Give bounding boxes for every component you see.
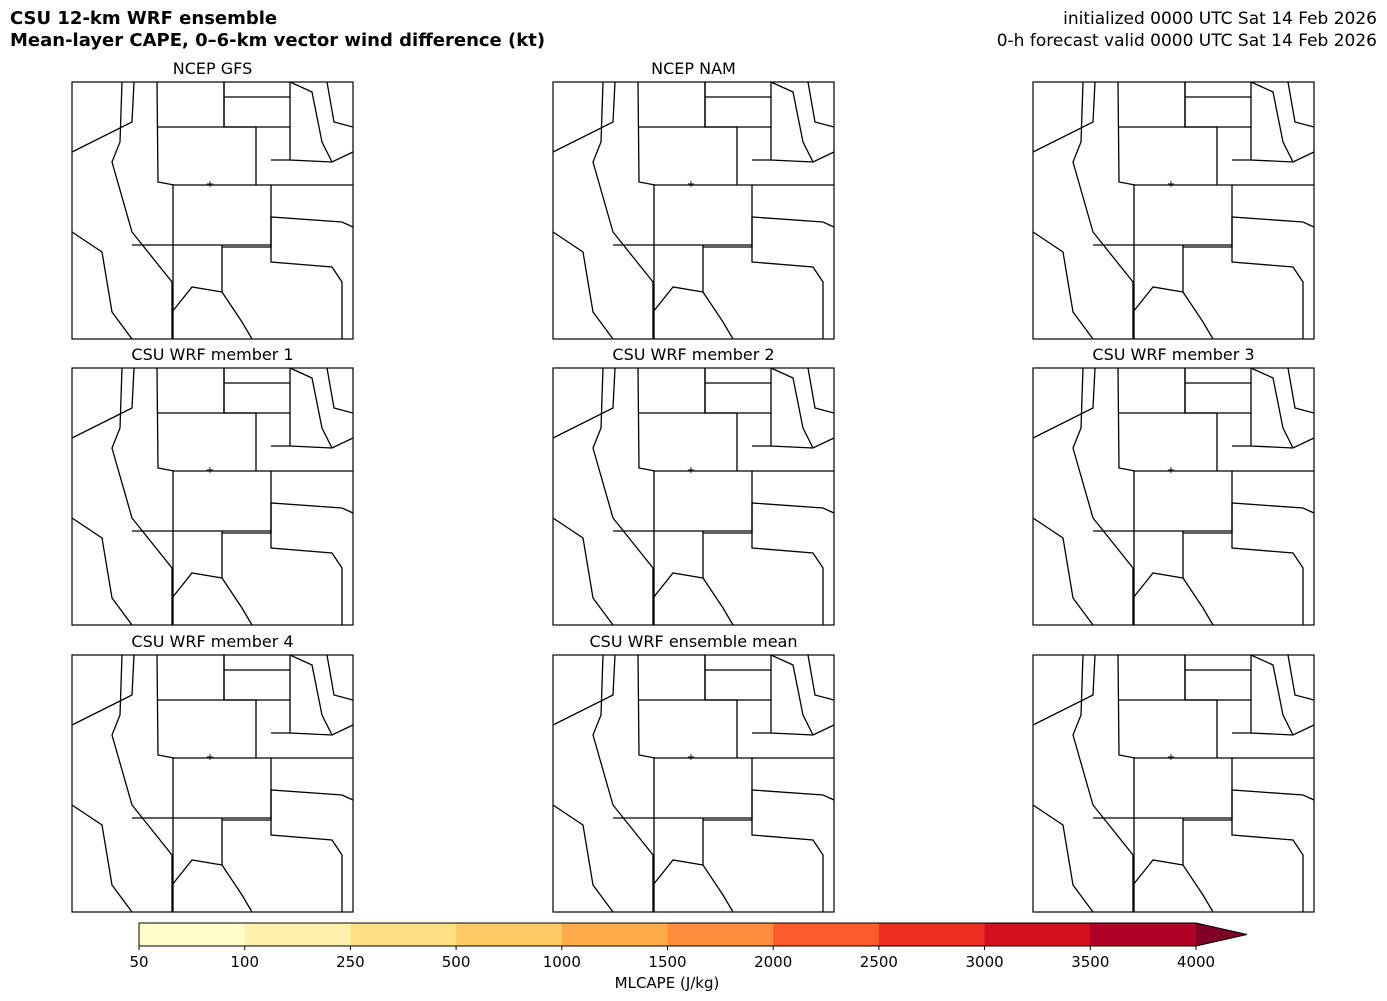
colorbar-segment — [984, 923, 1091, 946]
colorbar-tick-label: 1500 — [648, 953, 686, 971]
map-outline — [72, 82, 353, 339]
colorbar-segment — [773, 923, 880, 946]
colorbar-tick-label: 1000 — [543, 953, 581, 971]
panel-title: CSU WRF member 3 — [1092, 345, 1254, 364]
colorbar-segment — [1090, 923, 1197, 946]
panel-frame — [1032, 81, 1315, 340]
panel-frame — [552, 654, 835, 913]
init-time: initialized 0000 UTC Sat 14 Feb 2026 — [1063, 9, 1377, 29]
colorbar-segment — [561, 923, 668, 946]
colorbar-segment — [456, 923, 563, 946]
colorbar-tick-label: 100 — [230, 953, 259, 971]
figure-title: CSU 12-km WRF ensemble — [10, 8, 277, 29]
panel-title: CSU WRF member 4 — [131, 632, 293, 651]
colorbar-tick-label: 2500 — [860, 953, 898, 971]
panel-frame — [71, 654, 354, 913]
colorbar-outline — [138, 922, 1248, 947]
colorbar-extension — [1196, 923, 1247, 946]
map-outline — [553, 368, 834, 625]
colorbar-segment — [139, 923, 246, 946]
map-outline — [1033, 655, 1314, 912]
colorbar-segment — [350, 923, 457, 946]
map-outline — [72, 655, 353, 912]
colorbar-label: MLCAPE (J/kg) — [615, 974, 720, 992]
colorbar-tick-label: 3000 — [966, 953, 1004, 971]
panel-frame — [1032, 367, 1315, 626]
valid-time: 0-h forecast valid 0000 UTC Sat 14 Feb 2… — [997, 31, 1377, 51]
map-outline — [553, 82, 834, 339]
panel-title: NCEP NAM — [651, 59, 736, 78]
figure-subtitle: Mean-layer CAPE, 0–6-km vector wind diff… — [10, 30, 545, 51]
colorbar-tick-label: 500 — [442, 953, 471, 971]
map-outline — [1033, 368, 1314, 625]
map-outline — [72, 368, 353, 625]
panel-title: CSU WRF member 2 — [612, 345, 774, 364]
panel-frame — [552, 81, 835, 340]
panel-frame — [552, 367, 835, 626]
colorbar-tick-label: 4000 — [1177, 953, 1215, 971]
colorbar-segment — [244, 923, 351, 946]
panel-frame — [1032, 654, 1315, 913]
panel-title: CSU WRF member 1 — [131, 345, 293, 364]
panel-title: CSU WRF ensemble mean — [589, 632, 797, 651]
map-outline — [1033, 82, 1314, 339]
panel-frame — [71, 367, 354, 626]
colorbar-tick-label: 50 — [129, 953, 148, 971]
colorbar-tick-label: 2000 — [754, 953, 792, 971]
colorbar-tick-label: 250 — [336, 953, 365, 971]
colorbar-tick-label: 3500 — [1071, 953, 1109, 971]
panel-frame — [71, 81, 354, 340]
colorbar-segment — [878, 923, 986, 946]
panel-title: NCEP GFS — [173, 59, 252, 78]
map-outline — [553, 655, 834, 912]
colorbar-segment — [667, 923, 774, 946]
